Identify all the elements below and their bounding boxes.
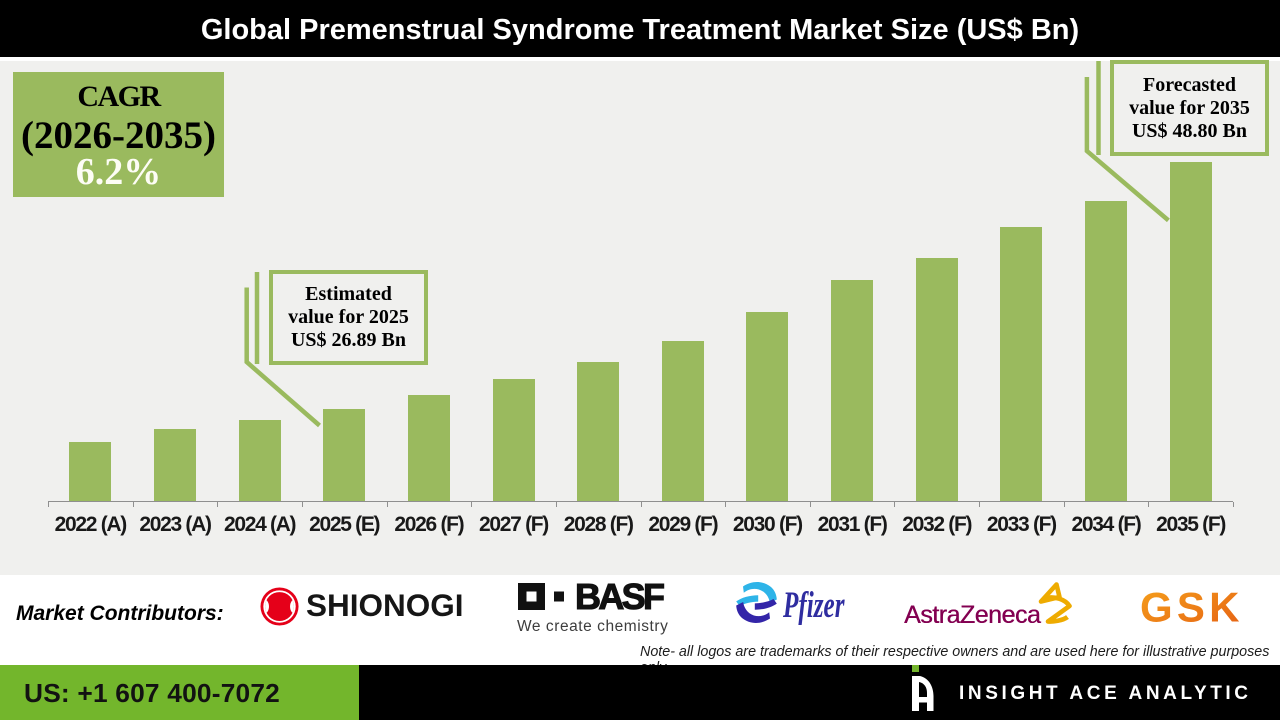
svg-text:GSK: GSK xyxy=(1140,588,1244,628)
svg-text:BASF: BASF xyxy=(575,583,665,611)
